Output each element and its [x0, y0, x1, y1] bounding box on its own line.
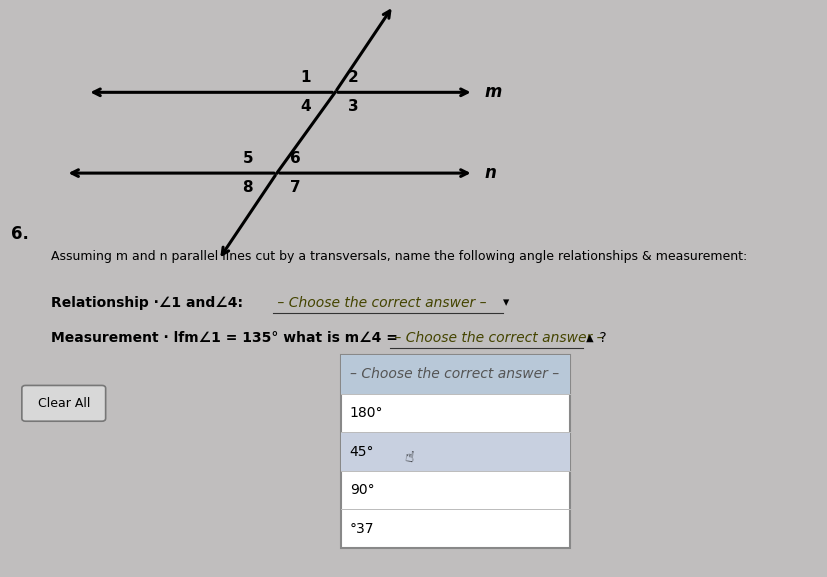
FancyBboxPatch shape	[341, 355, 570, 394]
FancyBboxPatch shape	[341, 432, 570, 471]
Text: ?: ?	[595, 331, 606, 344]
FancyBboxPatch shape	[341, 355, 570, 548]
Text: °37: °37	[349, 522, 374, 536]
Text: 4: 4	[300, 99, 311, 114]
Text: – Choose the correct answer –: – Choose the correct answer –	[273, 296, 490, 310]
Text: 1: 1	[300, 70, 311, 85]
Text: Clear All: Clear All	[37, 397, 90, 410]
Text: Relationship ·∠1 and∠4:: Relationship ·∠1 and∠4:	[51, 296, 242, 310]
Text: 3: 3	[347, 99, 358, 114]
Text: Assuming m and n parallel lines cut by a transversals, name the following angle : Assuming m and n parallel lines cut by a…	[51, 250, 746, 263]
Text: ▲: ▲	[582, 332, 593, 343]
Text: n: n	[484, 164, 495, 182]
FancyBboxPatch shape	[22, 385, 106, 421]
Text: 90°: 90°	[349, 483, 374, 497]
Text: 7: 7	[289, 180, 300, 195]
Text: – Choose the correct answer –: – Choose the correct answer –	[349, 367, 558, 381]
Text: Measurement · lfm∠1 = 135° what is m∠4 =: Measurement · lfm∠1 = 135° what is m∠4 =	[51, 331, 398, 344]
Text: – Choose the correct answer –: – Choose the correct answer –	[390, 331, 603, 344]
Text: ☝: ☝	[403, 449, 414, 466]
Text: 5: 5	[242, 151, 253, 166]
Text: ▾: ▾	[502, 297, 509, 309]
Text: 45°: 45°	[349, 444, 374, 459]
Text: 180°: 180°	[349, 406, 383, 420]
Text: 2: 2	[347, 70, 358, 85]
Text: 6: 6	[289, 151, 300, 166]
Text: 8: 8	[242, 180, 253, 195]
FancyBboxPatch shape	[341, 355, 570, 359]
Text: 6.: 6.	[11, 224, 29, 243]
Text: m: m	[484, 83, 501, 102]
